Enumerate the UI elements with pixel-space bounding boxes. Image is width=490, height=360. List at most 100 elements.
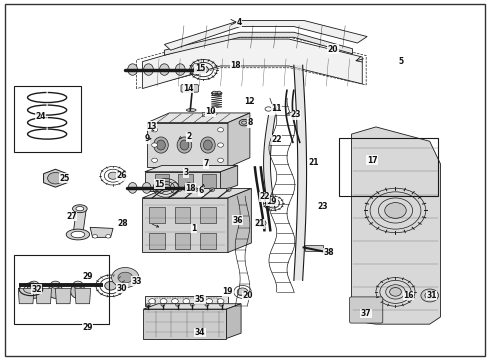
Ellipse shape: [211, 91, 222, 95]
Circle shape: [106, 234, 111, 238]
Text: 14: 14: [184, 84, 194, 93]
Ellipse shape: [184, 183, 193, 193]
Circle shape: [267, 199, 280, 208]
Polygon shape: [55, 288, 71, 304]
Text: 22: 22: [271, 135, 282, 144]
Circle shape: [112, 267, 139, 288]
Circle shape: [149, 299, 156, 304]
Text: 6: 6: [198, 186, 204, 195]
Ellipse shape: [177, 137, 192, 153]
Ellipse shape: [128, 183, 137, 193]
Text: 28: 28: [118, 219, 128, 228]
Circle shape: [205, 303, 209, 306]
Polygon shape: [44, 169, 67, 187]
Text: 31: 31: [426, 291, 437, 300]
Bar: [174, 233, 190, 249]
Circle shape: [210, 188, 215, 192]
Text: 25: 25: [59, 174, 70, 183]
Text: 16: 16: [403, 291, 414, 300]
Polygon shape: [75, 288, 91, 304]
Circle shape: [220, 303, 223, 306]
FancyBboxPatch shape: [181, 85, 198, 92]
Text: 15: 15: [195, 64, 205, 73]
Circle shape: [198, 66, 208, 73]
Circle shape: [175, 303, 179, 306]
Ellipse shape: [156, 183, 165, 193]
Text: 12: 12: [244, 96, 254, 105]
Polygon shape: [143, 198, 228, 252]
Bar: [305, 244, 323, 251]
Circle shape: [256, 220, 266, 226]
Text: 33: 33: [131, 276, 142, 285]
Polygon shape: [143, 189, 251, 198]
Ellipse shape: [157, 140, 165, 150]
Ellipse shape: [76, 207, 84, 211]
Ellipse shape: [212, 91, 216, 95]
Polygon shape: [228, 113, 250, 167]
Polygon shape: [164, 21, 367, 50]
Text: 10: 10: [205, 107, 216, 116]
Circle shape: [152, 158, 158, 162]
Polygon shape: [73, 210, 86, 234]
Bar: [178, 174, 193, 190]
Ellipse shape: [73, 281, 83, 288]
Polygon shape: [226, 304, 241, 338]
Polygon shape: [145, 172, 220, 192]
Ellipse shape: [48, 284, 63, 298]
Circle shape: [48, 172, 63, 184]
Circle shape: [218, 158, 223, 162]
Circle shape: [172, 299, 178, 304]
Polygon shape: [145, 166, 238, 172]
Text: 37: 37: [361, 309, 371, 318]
Polygon shape: [145, 296, 228, 306]
Polygon shape: [18, 288, 34, 304]
FancyBboxPatch shape: [349, 297, 383, 323]
Ellipse shape: [128, 64, 138, 75]
Text: 34: 34: [195, 328, 205, 337]
Text: 26: 26: [117, 171, 127, 180]
Ellipse shape: [50, 281, 60, 288]
Text: 4: 4: [237, 18, 242, 27]
Bar: [201, 174, 216, 190]
Text: 17: 17: [367, 156, 377, 165]
Ellipse shape: [159, 64, 169, 75]
Circle shape: [183, 299, 190, 304]
Polygon shape: [143, 39, 362, 89]
Circle shape: [390, 288, 401, 296]
Polygon shape: [164, 32, 352, 55]
Text: 3: 3: [184, 168, 189, 177]
Bar: [202, 112, 211, 116]
Text: 29: 29: [82, 272, 93, 281]
Bar: [200, 207, 216, 223]
Text: 20: 20: [328, 45, 338, 54]
Circle shape: [105, 282, 117, 290]
Bar: [149, 207, 165, 223]
Text: 11: 11: [271, 104, 282, 113]
Text: 22: 22: [259, 192, 270, 201]
Circle shape: [160, 299, 167, 304]
Text: 36: 36: [232, 216, 243, 225]
Circle shape: [93, 234, 98, 238]
Text: 7: 7: [203, 159, 209, 168]
Bar: [155, 298, 218, 305]
Circle shape: [421, 289, 439, 302]
Circle shape: [160, 188, 165, 192]
Circle shape: [385, 203, 406, 219]
Text: 13: 13: [146, 122, 156, 131]
Text: 32: 32: [31, 285, 42, 294]
Polygon shape: [351, 127, 441, 324]
Ellipse shape: [191, 64, 201, 75]
Circle shape: [226, 188, 231, 192]
Polygon shape: [90, 227, 113, 237]
Text: 29: 29: [82, 323, 93, 332]
Text: 8: 8: [247, 118, 252, 127]
Ellipse shape: [142, 183, 151, 193]
Bar: [200, 233, 216, 249]
Ellipse shape: [200, 137, 215, 153]
Polygon shape: [220, 166, 238, 192]
Polygon shape: [228, 189, 251, 252]
Circle shape: [195, 299, 201, 304]
Bar: [149, 233, 165, 249]
Circle shape: [147, 303, 150, 306]
Polygon shape: [147, 123, 228, 167]
